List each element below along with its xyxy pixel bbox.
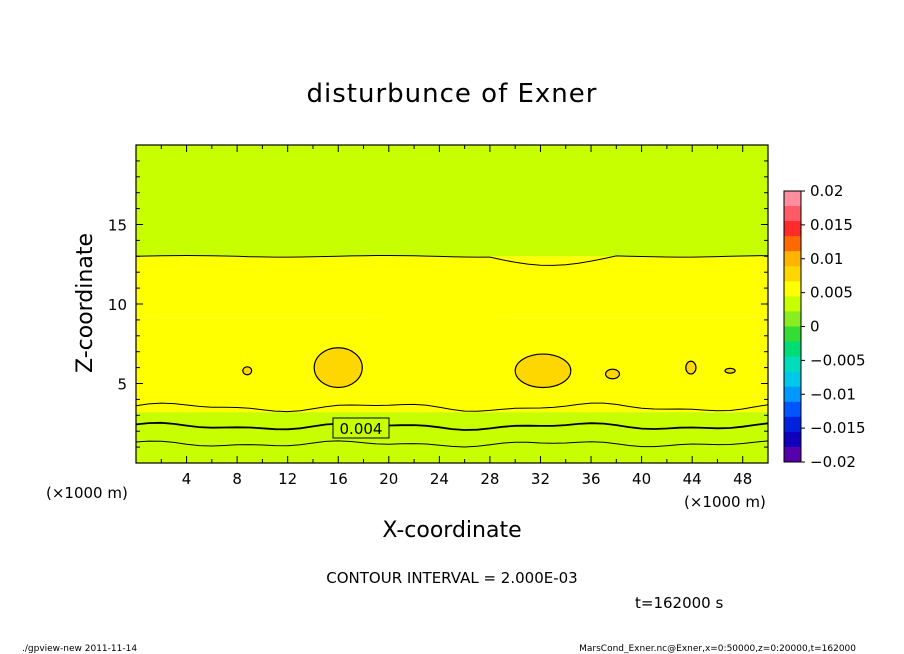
colorbar-tick-label: −0.01 <box>810 385 856 403</box>
colorbar-swatch <box>784 281 801 297</box>
plot-area: 0.004 <box>135 144 769 464</box>
y-tick-label: 15 <box>108 217 127 235</box>
x-tick-label: 32 <box>531 470 550 488</box>
contour-label: 0.004 <box>340 420 383 438</box>
colorbar-tick-label: 0.01 <box>810 250 843 268</box>
contour-line <box>136 402 768 413</box>
contour-blob <box>604 368 621 380</box>
x-tick-label: 40 <box>632 470 651 488</box>
y-tick-label: 10 <box>108 296 127 314</box>
colorbar-swatch <box>784 431 801 448</box>
footer-left-note: ./gpview-new 2011-11-14 <box>22 644 137 654</box>
x-tick-label: 36 <box>581 470 600 488</box>
colorbar-tick-label: −0.005 <box>810 351 866 369</box>
contour-line <box>136 421 768 431</box>
x-tick-label: 28 <box>480 470 499 488</box>
contour-line <box>136 254 768 266</box>
x-tick-label: 44 <box>683 470 702 488</box>
contour-blob <box>724 367 736 374</box>
y-axis: 5 10 15 <box>108 160 768 448</box>
colorbar-tick-label: 0.02 <box>810 182 843 200</box>
x-tick-label: 20 <box>379 470 398 488</box>
colorbar-swatch <box>784 341 801 358</box>
contour-blob <box>313 347 363 389</box>
contour-band-top <box>136 145 768 193</box>
time-label: t=162000 s <box>635 594 723 612</box>
colorbar-swatch <box>784 371 801 388</box>
x-tick-label: 12 <box>278 470 297 488</box>
colorbar: 0.02 0.015 0.01 0.005 0 −0.005 −0.01 −0.015 −0.0… <box>783 182 866 471</box>
colorbar-swatch <box>784 446 801 463</box>
contour-band <box>136 189 768 257</box>
contour-blob <box>514 353 572 389</box>
x-tick-label: 24 <box>430 470 449 488</box>
contour-blob <box>242 366 253 376</box>
colorbar-swatch <box>784 206 801 222</box>
contour-band <box>136 256 768 317</box>
chart-title: disturbunce of Exner <box>307 79 598 109</box>
colorbar-swatch <box>784 251 801 267</box>
x-axis-unit-right: (×1000 m) <box>684 493 766 511</box>
contour-label-bg <box>332 417 390 439</box>
contour-line <box>136 440 768 448</box>
colorbar-swatch <box>784 266 801 282</box>
colorbar-swatch <box>784 416 801 433</box>
colorbar-swatch <box>784 356 801 373</box>
y-tick-label: 5 <box>117 376 127 394</box>
colorbar-swatch <box>784 326 801 343</box>
x-tick-label: 48 <box>733 470 752 488</box>
colorbar-tick-label: −0.02 <box>810 453 856 471</box>
colorbar-swatch <box>784 401 801 418</box>
x-tick-label: 16 <box>329 470 348 488</box>
colorbar-swatch <box>784 236 801 252</box>
colorbar-tick-label: 0.015 <box>810 216 853 234</box>
x-axis-unit-left: (×1000 m) <box>46 484 128 502</box>
y-axis-label: Z-coordinate <box>73 233 98 373</box>
contour-blob <box>685 360 697 375</box>
colorbar-swatch <box>784 296 801 312</box>
x-tick-label: 8 <box>232 470 242 488</box>
footer-right-note: MarsCond_Exner.nc@Exner,x=0:50000,z=0:20… <box>579 644 856 654</box>
colorbar-swatch <box>784 191 801 207</box>
colorbar-tick-label: −0.015 <box>810 419 866 437</box>
colorbar-tick-label: 0.005 <box>810 284 853 302</box>
colorbar-tick-label: 0 <box>810 318 820 336</box>
x-axis: 4 8 12 16 20 24 28 32 36 40 44 48 <box>160 145 752 488</box>
contour-band <box>136 394 768 413</box>
colorbar-swatch <box>784 311 801 327</box>
contour-dip <box>376 315 503 352</box>
x-tick-label: 4 <box>182 470 192 488</box>
contour-band <box>136 442 768 463</box>
contour-lines <box>136 254 768 448</box>
filled-contours <box>136 145 768 463</box>
colorbar-swatch <box>784 386 801 403</box>
colorbar-swatch <box>784 221 801 237</box>
contour-interval-note: CONTOUR INTERVAL = 2.000E-03 <box>326 569 577 587</box>
x-axis-label: X-coordinate <box>382 518 521 543</box>
